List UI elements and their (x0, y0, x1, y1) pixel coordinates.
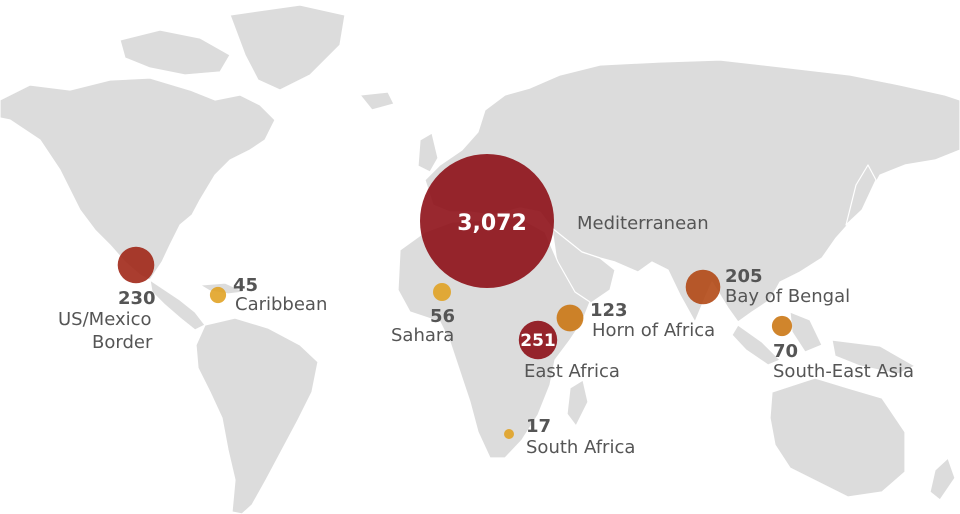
south-africa-bubble (504, 429, 514, 439)
horn-of-africa-bubble (556, 304, 584, 332)
land-japan (845, 164, 877, 226)
land-north-america (0, 77, 276, 281)
us-mexico-border-name-line2: Border (92, 332, 153, 353)
caribbean-value: 45 (233, 275, 258, 296)
us-mexico-border-value: 230 (118, 288, 156, 309)
land-iceland (359, 91, 395, 111)
south-east-asia-value: 70 (773, 341, 798, 362)
land-layer (0, 4, 960, 514)
south-east-asia-bubble (771, 315, 793, 337)
land-greenland (229, 4, 346, 91)
us-mexico-border-bubble (117, 246, 155, 284)
land-new-guinea (831, 339, 916, 375)
east-africa-value: 251 (520, 331, 556, 351)
sahara-bubble (433, 283, 451, 301)
mediterranean-bubble (420, 154, 554, 288)
horn-of-africa-name: Horn of Africa (592, 320, 715, 341)
land-south-america (195, 317, 319, 514)
mediterranean-name: Mediterranean (577, 213, 709, 234)
horn-of-africa-value: 123 (590, 300, 628, 321)
label-layer: 3,072 Mediterranean 251 East Africa 230 … (58, 211, 914, 458)
south-africa-value: 17 (526, 416, 551, 437)
east-africa-name: East Africa (524, 361, 620, 382)
sahara-name: Sahara (391, 325, 454, 346)
bubble-layer (117, 154, 793, 439)
bay-of-bengal-name: Bay of Bengal (725, 286, 850, 307)
east-africa-bubble (518, 320, 558, 360)
land-australia (769, 377, 906, 498)
sahara-value: 56 (430, 306, 455, 327)
us-mexico-border-name-line1: US/Mexico (58, 309, 152, 330)
mediterranean-value: 3,072 (457, 211, 527, 236)
caribbean-name: Caribbean (235, 294, 327, 315)
caribbean-bubble (209, 286, 227, 304)
land-sea-islands-west (731, 324, 781, 366)
bay-of-bengal-value: 205 (725, 266, 763, 287)
land-canada-islands (119, 29, 231, 76)
land-madagascar (566, 379, 589, 427)
land-new-zealand (929, 457, 956, 501)
bay-of-bengal-bubble (685, 269, 721, 305)
land-uk (417, 132, 439, 173)
south-east-asia-name: South-East Asia (773, 361, 914, 382)
land-central-america (149, 279, 206, 331)
south-africa-name: South Africa (526, 437, 635, 458)
